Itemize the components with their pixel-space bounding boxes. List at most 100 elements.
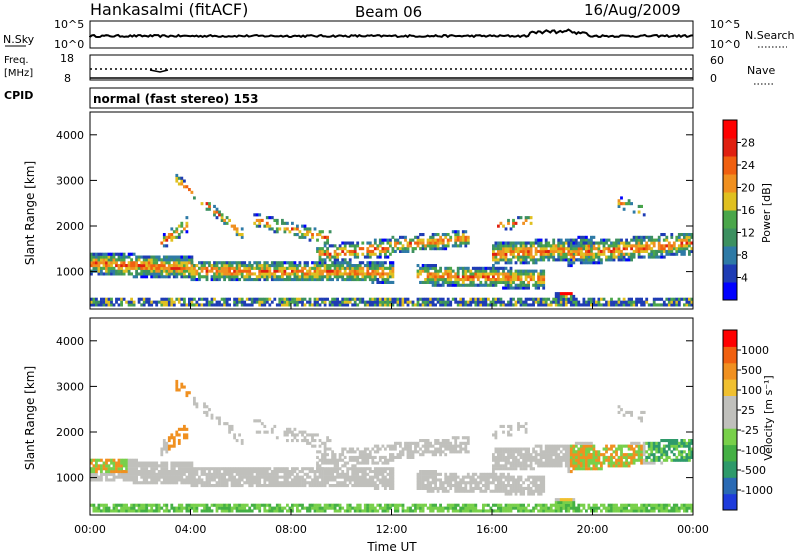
range-gate-cell (527, 269, 530, 273)
range-gate-cell (198, 467, 201, 471)
range-gate-cell (499, 464, 503, 468)
range-gate-cell (288, 272, 292, 276)
range-gate-cell (426, 481, 430, 485)
range-gate-cell (469, 272, 473, 276)
range-gate-cell (205, 413, 209, 417)
range-gate-cell (180, 385, 184, 389)
range-gate-cell (617, 258, 621, 262)
range-gate-cell (323, 484, 327, 488)
range-gate-cell (625, 241, 628, 245)
range-gate-cell (454, 475, 458, 479)
range-gate-cell (361, 481, 365, 485)
range-gate-cell (208, 264, 211, 268)
range-gate-cell (200, 264, 204, 268)
range-gate-cell (238, 266, 241, 270)
range-gate-cell (348, 458, 352, 462)
range-gate-cell (522, 464, 525, 468)
range-gate-cell (132, 303, 136, 307)
range-gate-cell (117, 252, 121, 256)
range-gate-cell (341, 264, 345, 268)
range-gate-cell (554, 464, 558, 468)
range-gate-cell (255, 472, 259, 476)
range-gate-cell (331, 458, 334, 462)
range-gate-cell (426, 489, 430, 493)
range-gate-cell (371, 300, 375, 304)
range-gate-cell (537, 486, 540, 490)
range-gate-cell (336, 470, 339, 474)
range-gate-cell (368, 278, 372, 282)
range-gate-cell (378, 252, 382, 256)
range-gate-cell (160, 467, 164, 471)
range-gate-cell (218, 269, 221, 273)
range-gate-cell (361, 450, 365, 454)
range-gate-cell (484, 272, 488, 276)
range-gate-cell (321, 455, 324, 459)
range-gate-cell (487, 503, 490, 507)
range-gate-cell (107, 264, 111, 268)
range-gate-cell (348, 244, 352, 248)
range-gate-cell (456, 509, 460, 513)
range-gate-cell (378, 261, 382, 265)
range-gate-cell (152, 503, 156, 507)
range-gate-cell (464, 300, 468, 304)
range-gate-cell (429, 470, 432, 474)
range-gate-cell (218, 278, 221, 282)
range-gate-cell (142, 258, 146, 262)
range-gate-cell (587, 241, 591, 245)
range-gate-cell (494, 303, 498, 307)
range-gate-cell (431, 486, 435, 490)
range-gate-cell (250, 300, 254, 304)
range-gate-cell (454, 486, 458, 490)
range-gate-cell (373, 509, 377, 513)
range-gate-cell (215, 207, 219, 211)
range-gate-cell (610, 503, 613, 507)
range-gate-cell (185, 436, 189, 440)
range-gate-cell (507, 492, 510, 496)
range-gate-cell (655, 238, 659, 242)
range-gate-cell (574, 441, 578, 445)
range-gate-cell (142, 261, 146, 265)
range-gate-cell (351, 275, 355, 279)
range-gate-cell (308, 238, 312, 242)
range-gate-cell (170, 478, 174, 482)
range-gate-cell (542, 461, 546, 465)
range-gate-cell (228, 266, 231, 270)
range-gate-cell (273, 467, 277, 471)
range-gate-cell (258, 297, 262, 301)
range-gate-cell (100, 269, 103, 273)
range-gate-cell (238, 261, 241, 265)
range-gate-cell (524, 247, 528, 251)
range-gate-cell (135, 481, 138, 485)
range-gate-cell (572, 238, 576, 242)
range-gate-cell (444, 453, 448, 457)
range-gate-cell (416, 241, 420, 245)
range-gate-cell (135, 461, 138, 465)
range-gate-cell (303, 439, 307, 443)
range-gate-cell (142, 467, 146, 471)
range-gate-cell (544, 444, 548, 448)
range-gate-cell (283, 475, 287, 479)
range-gate-cell (225, 264, 229, 268)
range-gate-cell (132, 467, 136, 471)
range-gate-cell (165, 269, 169, 273)
range-gate-cell (539, 255, 543, 259)
range-gate-cell (482, 506, 485, 510)
range-gate-cell (504, 227, 508, 231)
range-gate-cell (401, 244, 405, 248)
range-gate-cell (371, 266, 375, 270)
range-gate-cell (368, 300, 372, 304)
range-gate-cell (183, 179, 186, 183)
range-gate-cell (409, 453, 412, 457)
range-gate-cell (255, 419, 259, 423)
range-gate-cell (228, 261, 231, 265)
range-gate-cell (630, 300, 633, 304)
range-gate-cell (296, 467, 299, 471)
range-gate-cell (489, 472, 493, 476)
range-gate-cell (218, 266, 221, 270)
range-gate-cell (110, 470, 113, 474)
range-gate-cell (346, 300, 350, 304)
range-gate-cell (688, 238, 691, 242)
range-gate-cell (625, 503, 628, 507)
range-gate-cell (100, 503, 103, 507)
range-gate-cell (230, 506, 234, 510)
